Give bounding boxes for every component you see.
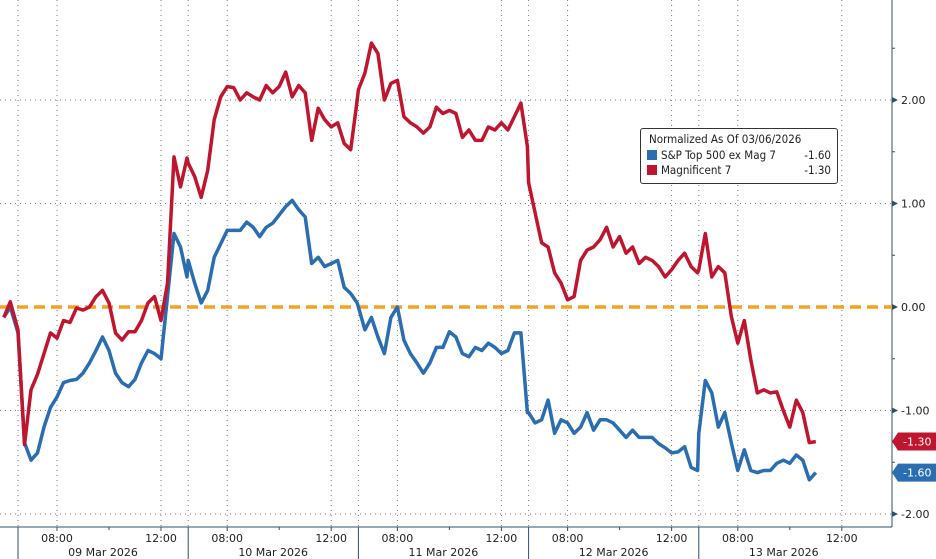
y-tick-label: 1.00 xyxy=(901,198,926,211)
last-value-label: -1.60 xyxy=(903,467,931,480)
y-tick-arrow xyxy=(892,511,898,517)
y-tick-arrow xyxy=(892,97,898,103)
legend: Normalized As Of 03/06/2026 S&P Top 500 … xyxy=(640,128,838,184)
y-tick-arrow xyxy=(892,200,898,207)
legend-item-mag7: Magnificent 7 -1.30 xyxy=(647,162,831,177)
y-tick-label: -1.00 xyxy=(901,405,929,418)
x-tick-label: 08:00 xyxy=(382,532,414,545)
legend-item-sp-ex-mag7: S&P Top 500 ex Mag 7 -1.60 xyxy=(647,147,831,162)
x-tick-label: 12:00 xyxy=(826,532,858,545)
series-sp-ex-mag7-line xyxy=(2,198,818,482)
y-tick-arrow xyxy=(892,304,898,310)
x-tick-label: 08:00 xyxy=(552,532,584,545)
date-label: 11 Mar 2026 xyxy=(409,546,479,559)
date-label: 12 Mar 2026 xyxy=(579,546,649,559)
date-label: 10 Mar 2026 xyxy=(238,546,308,559)
x-tick-label: 12:00 xyxy=(656,532,688,545)
legend-value: -1.30 xyxy=(804,162,831,177)
last-value-badge xyxy=(892,432,936,451)
last-value-label: -1.30 xyxy=(903,436,931,449)
date-label: 13 Mar 2026 xyxy=(749,546,819,559)
legend-swatch-red xyxy=(647,164,657,175)
y-tick-label: 0.00 xyxy=(901,301,926,314)
x-tick-label: 08:00 xyxy=(41,532,73,545)
y-tick-arrow xyxy=(892,407,898,414)
legend-label: S&P Top 500 ex Mag 7 xyxy=(661,147,777,162)
x-tick-label: 08:00 xyxy=(722,532,754,545)
legend-title: Normalized As Of 03/06/2026 xyxy=(649,132,802,146)
last-value-badge xyxy=(892,463,936,482)
date-label: 09 Mar 2026 xyxy=(68,546,138,559)
legend-swatch-blue xyxy=(647,149,657,160)
legend-label: Magnificent 7 xyxy=(661,162,732,177)
x-tick-label: 12:00 xyxy=(315,532,347,545)
series-mag7-line xyxy=(2,41,817,447)
y-tick-label: -2.00 xyxy=(901,508,929,521)
x-tick-label: 12:00 xyxy=(145,532,177,545)
legend-value: -1.60 xyxy=(804,147,831,162)
y-tick-label: 2.00 xyxy=(901,94,926,107)
x-tick-label: 08:00 xyxy=(211,532,243,545)
x-tick-label: 12:00 xyxy=(486,532,518,545)
